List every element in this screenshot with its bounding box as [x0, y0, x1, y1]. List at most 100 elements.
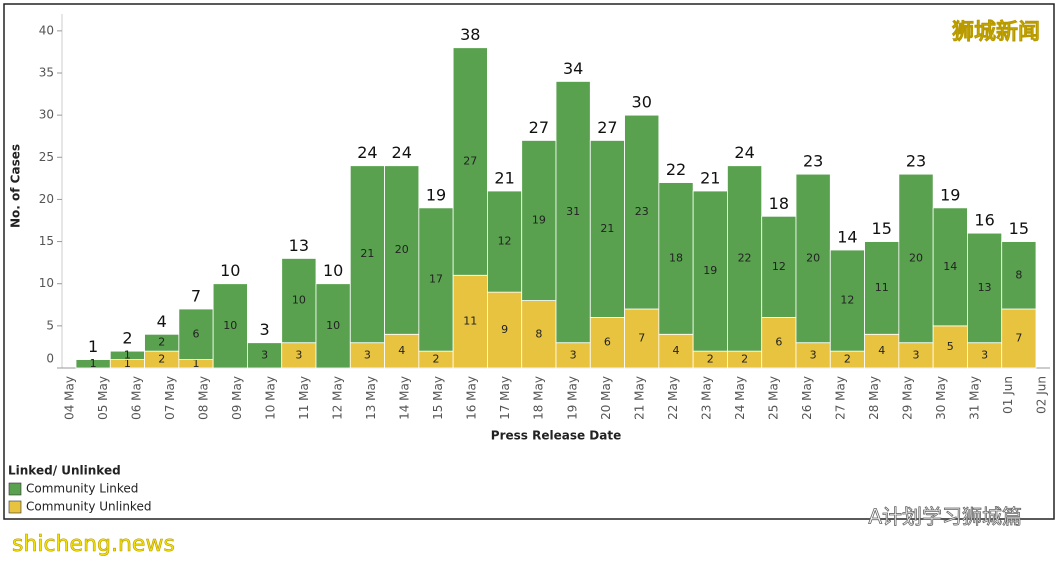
y-tick-label: 5 [46, 318, 54, 332]
x-tick-label: 30 May [934, 376, 948, 420]
segment-label: 14 [943, 260, 957, 273]
total-label: 22 [666, 160, 686, 179]
bar-segment [349, 342, 385, 369]
y-tick-label: 40 [39, 23, 54, 37]
total-label: 2 [122, 329, 132, 348]
total-label: 38 [460, 25, 480, 44]
x-tick-label: 21 May [632, 376, 646, 420]
total-label: 7 [191, 287, 201, 306]
bar-segment [452, 274, 488, 369]
y-tick-label: 35 [39, 66, 54, 80]
x-tick-label: 23 May [699, 376, 713, 420]
total-label: 27 [529, 118, 549, 137]
segment-label: 1 [90, 357, 97, 370]
bar-segment [795, 342, 831, 369]
x-tick-label: 05 May [96, 376, 110, 420]
watermark: 狮城新闻 [952, 19, 1040, 45]
x-tick-label: 29 May [900, 376, 914, 420]
segment-label: 8 [535, 327, 542, 340]
bar-segment [178, 308, 214, 360]
segment-label: 7 [638, 332, 645, 345]
bar-segment [521, 140, 557, 301]
total-label: 4 [157, 312, 167, 331]
y-axis-label: No. of Cases [9, 144, 23, 228]
bar-segment [315, 283, 351, 369]
frame [3, 3, 1055, 520]
x-tick-label: 20 May [599, 376, 613, 420]
bar-segment [624, 114, 660, 310]
segment-label: 12 [840, 294, 854, 307]
bar-segment [795, 173, 831, 344]
segment-label: 21 [600, 222, 614, 235]
bar-segment [727, 165, 763, 352]
total-label: 27 [597, 118, 617, 137]
x-tick-label: 02 Jun [1035, 376, 1049, 414]
total-label: 14 [837, 228, 857, 247]
total-label: 23 [906, 152, 926, 171]
bar-segment [212, 283, 248, 369]
segment-label: 6 [775, 336, 782, 349]
bar-segment [761, 215, 797, 318]
x-tick-label: 04 May [63, 376, 77, 420]
bar-segment [555, 81, 591, 344]
bar-segment [658, 182, 694, 335]
bar-segment [487, 291, 523, 369]
segment-label: 17 [429, 273, 443, 286]
x-tick-label: 16 May [465, 376, 479, 420]
segment-label: 8 [1015, 268, 1022, 281]
segment-label: 3 [981, 348, 988, 361]
segment-label: 2 [158, 353, 165, 366]
bar-segment [281, 258, 317, 344]
x-tick-label: 07 May [163, 376, 177, 420]
total-label: 15 [872, 219, 892, 238]
segment-label: 11 [463, 315, 477, 328]
segment-label: 2 [707, 353, 714, 366]
total-label: 10 [220, 261, 240, 280]
segment-label: 3 [261, 348, 268, 361]
x-tick-label: 01 Jun [1001, 376, 1015, 414]
legend-title: Linked/ Unlinked [8, 464, 121, 478]
x-tick-label: 14 May [398, 376, 412, 420]
segment-label: 1 [193, 357, 200, 370]
segment-label: 2 [433, 353, 440, 366]
segment-label: 27 [463, 155, 477, 168]
segment-label: 4 [398, 344, 405, 357]
x-axis-label: Press Release Date [491, 429, 621, 443]
segment-label: 12 [498, 235, 512, 248]
bar-segment [898, 173, 934, 344]
watermark: shicheng.news [12, 532, 175, 557]
segment-label: 3 [570, 348, 577, 361]
segment-label: 10 [223, 319, 237, 332]
segment-label: 5 [947, 340, 954, 353]
legend-label: Community Linked [26, 482, 138, 496]
bar-segment [589, 140, 625, 318]
segment-label: 3 [364, 348, 371, 361]
segment-label: 4 [878, 344, 885, 357]
y-tick-label: 30 [39, 108, 54, 122]
segment-label: 3 [810, 348, 817, 361]
bar-segment [1001, 241, 1037, 310]
y-tick-label: 10 [39, 276, 54, 290]
segment-label: 6 [604, 336, 611, 349]
bar-segment [967, 232, 1003, 344]
segment-label: 20 [909, 251, 923, 264]
x-tick-label: 24 May [733, 376, 747, 420]
segment-label: 7 [1015, 332, 1022, 345]
legend-swatch [8, 500, 22, 514]
total-label: 3 [259, 320, 269, 339]
total-label: 15 [1009, 219, 1029, 238]
segment-label: 31 [566, 205, 580, 218]
total-label: 13 [289, 236, 309, 255]
segment-label: 10 [326, 319, 340, 332]
total-label: 30 [632, 93, 652, 112]
x-tick-label: 08 May [197, 376, 211, 420]
total-label: 16 [974, 211, 994, 230]
x-tick-label: 22 May [666, 376, 680, 420]
x-tick-label: 09 May [230, 376, 244, 420]
total-label: 10 [323, 261, 343, 280]
bar-segment [658, 333, 694, 369]
segment-label: 9 [501, 323, 508, 336]
segment-label: 2 [741, 353, 748, 366]
bar-segment [761, 317, 797, 369]
segment-label: 1 [124, 348, 131, 361]
